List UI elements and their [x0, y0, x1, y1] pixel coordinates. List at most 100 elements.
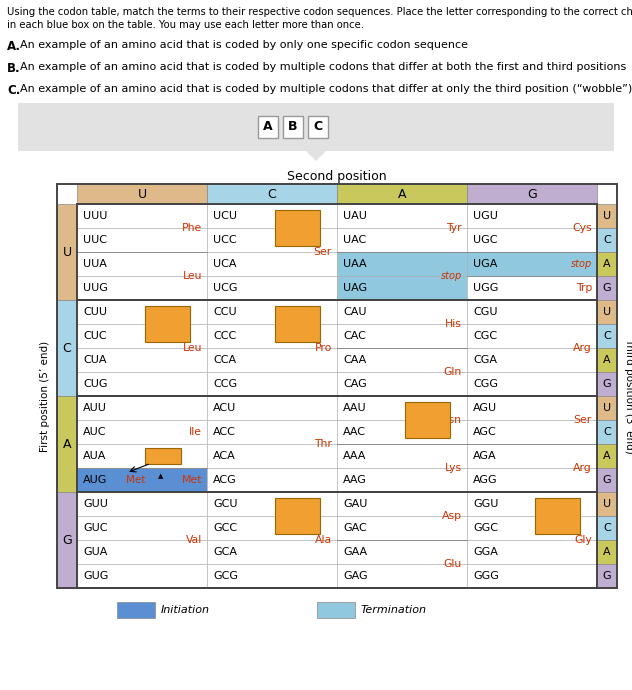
Text: U: U [603, 211, 611, 221]
Bar [77, 300, 597, 396]
Text: ACC: ACC [213, 427, 236, 437]
Bar [597, 492, 617, 516]
Text: GCU: GCU [213, 499, 238, 509]
Bar [467, 468, 597, 492]
Text: CAC: CAC [343, 331, 366, 341]
Text: G: G [527, 188, 537, 201]
Bar [57, 300, 77, 396]
Bar [337, 204, 467, 228]
Bar [57, 204, 77, 300]
Text: Asn: Asn [442, 415, 462, 425]
Text: AAG: AAG [343, 475, 367, 485]
Bar [597, 204, 617, 228]
Text: U: U [603, 307, 611, 317]
Bar [207, 324, 337, 348]
Text: AGC: AGC [473, 427, 497, 437]
Bar [77, 300, 207, 324]
Bar [597, 420, 617, 444]
Text: Ile: Ile [189, 427, 202, 437]
Bar [337, 300, 467, 324]
Text: A: A [398, 188, 406, 201]
Bar [597, 276, 617, 300]
Bar [207, 420, 337, 444]
Text: GAG: GAG [343, 571, 368, 581]
Bar [597, 348, 617, 372]
Text: CCA: CCA [213, 355, 236, 365]
Bar [207, 228, 337, 252]
Text: GUA: GUA [83, 547, 107, 557]
Bar [597, 228, 617, 252]
Text: AAA: AAA [343, 451, 367, 461]
Bar [467, 396, 597, 420]
Bar [308, 116, 328, 138]
Bar [467, 516, 597, 540]
Text: C: C [603, 427, 611, 437]
Text: CUG: CUG [83, 379, 107, 389]
Text: Third position (3’ end): Third position (3’ end) [624, 338, 632, 454]
Bar [18, 103, 614, 151]
Text: UAU: UAU [343, 211, 367, 221]
Bar [467, 184, 597, 204]
Text: stop: stop [441, 271, 462, 281]
Bar [207, 468, 337, 492]
Text: G: G [62, 533, 72, 546]
Text: A: A [603, 451, 611, 461]
Bar [597, 300, 617, 324]
Bar [207, 184, 337, 204]
Bar [467, 540, 597, 564]
Bar [207, 444, 337, 468]
Bar [467, 564, 597, 588]
Text: UUG: UUG [83, 283, 108, 293]
Bar [597, 324, 617, 348]
Bar [207, 564, 337, 588]
Text: B.: B. [7, 62, 21, 75]
Bar [337, 252, 467, 276]
Bar [207, 252, 337, 276]
Bar [77, 516, 207, 540]
Bar [77, 204, 207, 228]
Bar [207, 372, 337, 396]
Text: Arg: Arg [573, 463, 592, 473]
Text: AUG: AUG [83, 475, 107, 485]
Bar [467, 444, 597, 468]
Text: Gln: Gln [444, 367, 462, 377]
Text: GCG: GCG [213, 571, 238, 581]
Text: Cys: Cys [573, 223, 592, 233]
Text: CGG: CGG [473, 379, 498, 389]
Text: A: A [63, 437, 71, 451]
Text: GAA: GAA [343, 547, 367, 557]
Text: ▲: ▲ [157, 473, 163, 480]
Text: UUA: UUA [83, 259, 107, 269]
Bar [597, 372, 617, 396]
Bar [337, 184, 467, 204]
Text: UCA: UCA [213, 259, 236, 269]
Text: G: G [603, 379, 611, 389]
Text: C.: C. [7, 84, 20, 97]
Text: GAC: GAC [343, 523, 367, 533]
Bar [467, 252, 597, 276]
Bar [207, 300, 337, 324]
Bar [337, 372, 467, 396]
Text: Pro: Pro [315, 343, 332, 353]
Bar [77, 492, 207, 516]
Text: in each blue box on the table. You may use each letter more than once.: in each blue box on the table. You may u… [7, 20, 364, 30]
Text: Arg: Arg [573, 343, 592, 353]
Bar [597, 396, 617, 420]
Text: CUA: CUA [83, 355, 107, 365]
Text: Termination: Termination [361, 605, 427, 615]
Bar [337, 444, 467, 468]
Text: UAG: UAG [343, 283, 367, 293]
Text: A: A [263, 121, 273, 133]
Text: Leu: Leu [183, 343, 202, 353]
Text: CUC: CUC [83, 331, 107, 341]
Bar [337, 276, 467, 300]
Bar [467, 276, 597, 300]
Bar [207, 540, 337, 564]
Text: CAG: CAG [343, 379, 367, 389]
Bar [77, 444, 207, 468]
Bar [467, 492, 597, 516]
Text: Asp: Asp [442, 511, 462, 521]
Text: Ser: Ser [574, 415, 592, 425]
Text: UUU: UUU [83, 211, 107, 221]
Bar [77, 564, 207, 588]
